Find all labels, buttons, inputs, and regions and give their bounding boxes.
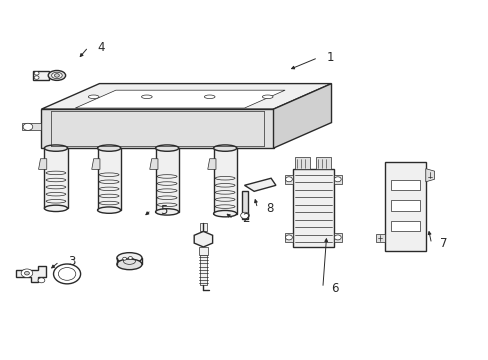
Ellipse shape [213, 211, 236, 217]
Ellipse shape [155, 209, 179, 215]
Circle shape [128, 257, 132, 260]
Polygon shape [285, 175, 292, 184]
Text: 2: 2 [242, 212, 249, 225]
Ellipse shape [117, 259, 142, 270]
Ellipse shape [97, 207, 121, 213]
Circle shape [23, 123, 33, 130]
Ellipse shape [155, 145, 179, 151]
Polygon shape [241, 191, 248, 219]
Polygon shape [39, 159, 47, 169]
Text: 3: 3 [68, 255, 75, 268]
Bar [199, 256, 207, 284]
Polygon shape [244, 178, 275, 192]
Polygon shape [41, 84, 331, 109]
Polygon shape [149, 159, 158, 169]
Polygon shape [75, 90, 285, 108]
Bar [199, 222, 207, 231]
Bar [295, 157, 309, 169]
Text: 5: 5 [160, 204, 167, 217]
Ellipse shape [262, 95, 272, 99]
Polygon shape [16, 266, 46, 282]
Ellipse shape [97, 145, 121, 151]
Circle shape [240, 212, 249, 219]
Bar [213, 148, 236, 214]
Text: 4: 4 [97, 41, 104, 54]
Bar [315, 157, 330, 169]
Bar [117, 258, 142, 264]
Ellipse shape [52, 72, 62, 78]
Circle shape [285, 235, 292, 240]
Polygon shape [22, 123, 41, 130]
Circle shape [122, 257, 126, 260]
Bar [198, 247, 208, 256]
Circle shape [285, 177, 292, 182]
Text: 7: 7 [439, 237, 447, 250]
Polygon shape [375, 234, 384, 242]
Ellipse shape [44, 145, 67, 151]
Bar [44, 148, 67, 208]
Polygon shape [92, 159, 100, 169]
Polygon shape [273, 84, 331, 148]
Polygon shape [194, 231, 212, 247]
Polygon shape [333, 233, 341, 242]
Bar [390, 221, 419, 231]
Circle shape [24, 271, 29, 275]
Circle shape [21, 269, 33, 278]
Circle shape [53, 264, 81, 284]
Text: 8: 8 [265, 202, 273, 215]
Ellipse shape [48, 71, 65, 80]
Bar [384, 162, 425, 251]
Bar [390, 180, 419, 190]
Polygon shape [333, 175, 341, 184]
Text: 6: 6 [331, 282, 338, 294]
Bar [97, 148, 121, 210]
Ellipse shape [88, 95, 99, 99]
Bar [292, 169, 333, 247]
Circle shape [38, 278, 45, 283]
Circle shape [34, 76, 39, 79]
Circle shape [34, 72, 39, 75]
Circle shape [334, 177, 341, 182]
Text: 1: 1 [326, 51, 333, 64]
Ellipse shape [213, 145, 236, 151]
Polygon shape [425, 168, 434, 182]
Polygon shape [207, 159, 216, 169]
Circle shape [58, 267, 76, 280]
Ellipse shape [117, 253, 142, 263]
Circle shape [334, 235, 341, 240]
Polygon shape [285, 233, 292, 242]
Ellipse shape [204, 95, 215, 99]
Ellipse shape [44, 205, 67, 212]
Ellipse shape [54, 74, 59, 77]
Bar [155, 148, 179, 212]
Ellipse shape [141, 95, 152, 99]
Polygon shape [33, 71, 49, 80]
Polygon shape [41, 109, 273, 148]
Bar [390, 200, 419, 211]
